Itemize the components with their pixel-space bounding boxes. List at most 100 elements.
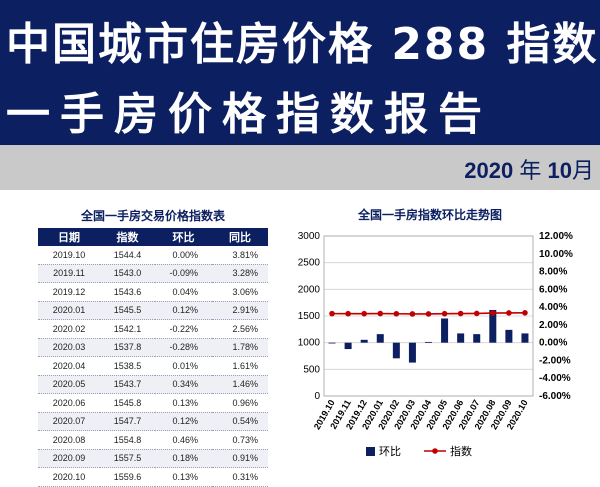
cell-yoy: 0.91%	[212, 449, 268, 468]
cell-index: 1538.5	[100, 356, 155, 376]
cell-yoy: 0.31%	[212, 467, 268, 487]
y-left-tick-label: 1000	[298, 338, 321, 349]
legend-swatch-mom	[366, 447, 375, 456]
cell-index: 1543.6	[100, 282, 155, 302]
cell-mom: -0.09%	[155, 264, 212, 283]
cell-date: 2020.05	[38, 375, 100, 394]
header-banner: 中国城市住房价格 288 指数 一手房价格指数报告	[0, 0, 600, 145]
cell-mom: 0.12%	[155, 412, 212, 431]
cell-yoy: 2.91%	[212, 301, 268, 320]
cell-index: 1544.4	[100, 246, 155, 265]
table-row: 2020.04 1538.5 0.01% 1.61%	[38, 356, 268, 376]
y-right-tick-label: -6.00%	[539, 391, 571, 402]
index-point	[441, 310, 448, 317]
cell-index: 1554.8	[100, 430, 155, 450]
table-row: 2020.06 1545.8 0.13% 0.96%	[38, 393, 268, 413]
table-row: 2020.01 1545.5 0.12% 2.91%	[38, 301, 268, 320]
y-right-tick-label: 10.00%	[539, 249, 573, 260]
cell-date: 2020.03	[38, 338, 100, 357]
cell-yoy: 0.73%	[212, 430, 268, 450]
cell-mom: 0.13%	[155, 467, 212, 487]
bar-mom	[521, 333, 529, 343]
index-point	[377, 310, 384, 317]
date-year-unit: 年	[519, 159, 542, 184]
plot-area	[323, 235, 534, 397]
y-left-tick-label: 2500	[298, 258, 321, 269]
y-right-tick-label: -4.00%	[539, 373, 571, 384]
y-left-tick-label: 0	[314, 391, 320, 402]
bar-mom	[457, 333, 465, 343]
bar-mom	[505, 329, 513, 343]
cell-date: 2019.10	[38, 246, 100, 265]
date-band: 2020 年 10月	[0, 145, 600, 190]
legend-label-index: 指数	[450, 444, 472, 458]
cell-mom: 0.13%	[155, 393, 212, 413]
table-body: 2019.10 1544.4 0.00% 3.81% 2019.11 1543.0 -0.0…	[38, 246, 268, 487]
y-right-tick-label: 4.00%	[539, 302, 567, 313]
cell-mom: 0.01%	[155, 356, 212, 376]
table-row: 2019.10 1544.4 0.00% 3.81%	[38, 246, 268, 265]
cell-date: 2020.09	[38, 449, 100, 468]
cell-mom: 0.34%	[155, 375, 212, 394]
index-point	[329, 310, 335, 317]
cell-index: 1537.8	[100, 338, 155, 357]
col-header-index: 指数	[100, 228, 155, 246]
y-left-tick-label: 1500	[298, 311, 321, 322]
index-point	[361, 310, 367, 317]
col-header-yoy: 同比	[212, 228, 268, 246]
bar-mom	[473, 334, 481, 343]
y-right-tick-label: -2.00%	[539, 355, 571, 366]
y-right-tick-label: 8.00%	[539, 267, 567, 278]
cell-yoy: 0.96%	[212, 393, 268, 413]
bar-mom	[392, 342, 400, 359]
cell-index: 1559.6	[100, 467, 155, 487]
cell-index: 1547.7	[100, 412, 155, 431]
table-header-row: 日期 指数 环比 同比	[38, 228, 268, 246]
bar-mom	[408, 342, 416, 363]
cell-yoy: 1.46%	[212, 375, 268, 394]
cell-yoy: 3.06%	[212, 282, 268, 302]
index-point	[425, 311, 432, 317]
cell-mom: 0.00%	[155, 246, 212, 265]
date-month: 10	[547, 158, 572, 183]
cell-index: 1542.1	[100, 319, 155, 339]
cell-mom: -0.22%	[155, 319, 212, 339]
y-right-tick-label: 6.00%	[539, 284, 567, 295]
cell-date: 2020.08	[38, 430, 100, 450]
cell-mom: 0.18%	[155, 449, 212, 468]
col-header-date: 日期	[38, 228, 100, 246]
cell-yoy: 1.61%	[212, 356, 268, 376]
cell-yoy: 3.28%	[212, 264, 268, 283]
index-point	[409, 311, 416, 317]
table-row: 2020.09 1557.5 0.18% 0.91%	[38, 449, 268, 468]
index-point	[393, 310, 400, 317]
table-title: 全国一手房交易价格指数表	[80, 209, 225, 223]
report-title-line2: 一手房价格指数报告	[6, 89, 492, 140]
cell-index: 1543.0	[100, 264, 155, 283]
index-point	[345, 310, 351, 317]
table-row: 2020.02 1542.1 -0.22% 2.56%	[38, 319, 268, 339]
y-left-tick-label: 500	[303, 364, 320, 375]
cell-date: 2020.01	[38, 301, 100, 320]
table-row: 2020.07 1547.7 0.12% 0.54%	[38, 412, 268, 431]
cell-mom: 0.12%	[155, 301, 212, 320]
y-right-tick-label: 0.00%	[539, 338, 567, 349]
cell-mom: 0.46%	[155, 430, 212, 450]
y-right-tick-label: 12.00%	[539, 231, 573, 242]
table-row: 2020.03 1537.8 -0.28% 1.78%	[38, 338, 268, 357]
legend-marker-index	[432, 448, 438, 454]
cell-mom: 0.04%	[155, 282, 212, 302]
table-row: 2020.05 1543.7 0.34% 1.46%	[38, 375, 268, 394]
bar-mom	[425, 341, 432, 343]
date-month-unit: 月	[571, 159, 594, 184]
index-table: 日期 指数 环比 同比 2019.10 1544.4 0.00% 3.81% 2019.…	[38, 228, 268, 487]
index-point	[490, 310, 496, 316]
report-date: 2020 年 10月	[464, 153, 594, 185]
index-point	[457, 310, 464, 317]
cell-index: 1557.5	[100, 449, 155, 468]
cell-mom: -0.28%	[155, 338, 212, 357]
table-row: 2019.12 1543.6 0.04% 3.06%	[38, 282, 268, 302]
y-left-tick-label: 3000	[298, 231, 321, 242]
cell-date: 2020.07	[38, 412, 100, 431]
cell-yoy: 0.54%	[212, 412, 268, 431]
